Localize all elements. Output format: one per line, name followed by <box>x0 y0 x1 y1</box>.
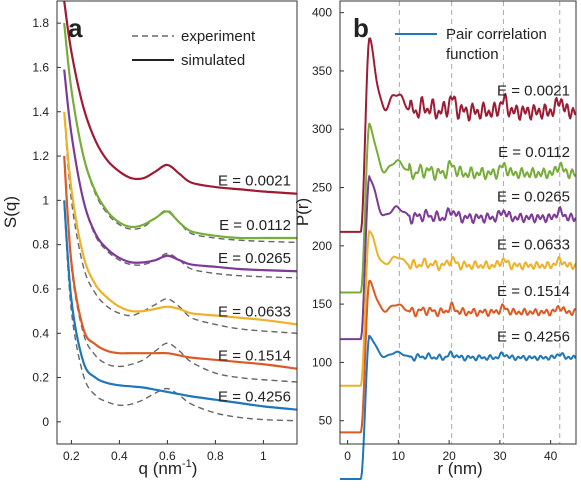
b-ytick-label: 350 <box>312 64 332 78</box>
a-ytick-label: 0.6 <box>32 282 49 296</box>
a-ytick-label: 1.6 <box>32 60 49 74</box>
panel-a: E = 0.0021 E = 0.0112 E = 0.0265 E = 0.0633… <box>1 0 298 478</box>
a-xtick-label: 0.6 <box>159 449 176 463</box>
experiment-line-e-0-4256 <box>63 204 298 422</box>
b-xtick-label: 0 <box>344 449 351 463</box>
a-ytick-label: 0.8 <box>32 238 49 252</box>
series-label-a-e-0-1514: E = 0.1514 <box>218 348 291 365</box>
panel-b-ylabel: P(r) <box>293 198 312 226</box>
a-ytick-label: 1.2 <box>32 149 49 163</box>
pair-correlation-line-e-0-0633 <box>339 229 577 387</box>
legend-experiment-label: experiment <box>181 28 256 45</box>
b-ytick-label: 300 <box>312 122 332 136</box>
series-label-a-e-0-0633: E = 0.0633 <box>218 303 291 320</box>
series-label-b-e-0-0633: E = 0.0633 <box>497 236 570 253</box>
a-xtick-label: 0.4 <box>111 449 128 463</box>
a-ytick-label: 0.2 <box>32 371 49 385</box>
simulated-line-e-0-0112 <box>63 23 297 240</box>
a-xtick-label: 0.8 <box>207 449 224 463</box>
panel-b-xlabel: r (nm) <box>437 459 482 478</box>
series-label-a-e-0-4256: E = 0.4256 <box>218 389 291 406</box>
series-label-a-e-0-0021: E = 0.0021 <box>218 173 291 190</box>
legend-pair-correlation-line1: Pair correlation <box>446 26 547 43</box>
a-ytick-label: 0 <box>42 415 49 429</box>
experiment-line-e-0-0633 <box>63 113 298 334</box>
panel-a-xlabel: q (nm-1) <box>139 458 198 478</box>
pair-correlation-line-e-0-4256 <box>339 334 577 480</box>
panel-a-ticks: 0.2 0.4 0.6 0.8 1 0 0.2 0.4 0.6 0.8 1 1.2 1.4 1.6 1.8 <box>32 16 267 463</box>
b-xtick-label: 40 <box>544 449 558 463</box>
legend-pair-correlation-line2: function <box>446 46 499 63</box>
simulated-line-e-0-1514 <box>63 155 298 370</box>
panel-b-legend: Pair correlation function <box>395 26 547 63</box>
panel-a-xlabel-main: q (nm <box>139 459 182 478</box>
series-label-b-e-0-0265: E = 0.0265 <box>497 189 570 206</box>
b-xtick-label: 20 <box>442 449 456 463</box>
panel-a-series-group: E = 0.0021 E = 0.0112 E = 0.0265 E = 0.0633… <box>63 0 298 422</box>
simulated-line-e-0-0021 <box>63 0 298 195</box>
a-xtick-label: 1 <box>260 449 267 463</box>
panel-a-letter: a <box>68 13 83 43</box>
a-ytick-label: 1.8 <box>32 16 49 30</box>
b-ytick-label: 250 <box>312 181 332 195</box>
pair-correlation-line-e-0-0112 <box>339 122 577 294</box>
pair-correlation-line-e-0-0265 <box>339 175 577 341</box>
experiment-line-e-0-0112 <box>63 23 298 244</box>
simulated-line-e-0-0265 <box>63 69 298 273</box>
series-label-b-e-0-0021: E = 0.0021 <box>497 82 570 99</box>
b-ytick-label: 100 <box>312 355 332 369</box>
a-ytick-label: 0.4 <box>32 326 49 340</box>
simulated-line-e-0-0633 <box>63 111 298 326</box>
b-ytick-label: 200 <box>312 239 332 253</box>
panel-b-frame <box>339 0 577 445</box>
panel-b-ticks: 0 10 20 30 40 50 100 150 200 250 300 350 400 <box>312 6 558 463</box>
series-label-b-e-0-0112: E = 0.0112 <box>498 144 570 161</box>
series-label-a-e-0-0265: E = 0.0265 <box>218 250 291 267</box>
panel-a-ylabel: S(q) <box>1 196 20 228</box>
b-ytick-label: 400 <box>312 6 332 20</box>
panel-b-guides <box>398 1 561 444</box>
pair-correlation-line-e-0-1514 <box>339 279 577 434</box>
a-xtick-label: 0.2 <box>63 449 80 463</box>
panel-a-xlabel-close: ) <box>192 459 198 478</box>
simulated-line-e-0-4256 <box>63 200 298 411</box>
panel-a-xlabel-sup: -1 <box>182 458 192 470</box>
panel-b-series-group: E = 0.0021 E = 0.0112 E = 0.0265 E = 0.0633… <box>339 37 577 480</box>
a-ytick-label: 1 <box>42 193 49 207</box>
series-label-a-e-0-0112: E = 0.0112 <box>219 217 291 234</box>
b-ytick-label: 150 <box>312 297 332 311</box>
b-xtick-label: 30 <box>493 449 507 463</box>
pair-correlation-line-e-0-0021 <box>339 37 577 233</box>
experiment-line-e-0-1514 <box>63 156 298 383</box>
panel-a-frame <box>56 0 298 445</box>
b-ytick-label: 50 <box>319 414 333 428</box>
series-label-b-e-0-4256: E = 0.4256 <box>497 328 570 345</box>
b-xtick-label: 10 <box>392 449 406 463</box>
panel-b: E = 0.0021 E = 0.0112 E = 0.0265 E = 0.0633… <box>293 0 577 480</box>
a-ytick-label: 1.4 <box>32 105 49 119</box>
series-label-b-e-0-1514: E = 0.1514 <box>497 283 570 300</box>
legend-simulated-label: simulated <box>181 52 245 69</box>
panel-a-legend: experiment simulated <box>132 28 256 69</box>
panel-b-letter: b <box>353 13 369 43</box>
